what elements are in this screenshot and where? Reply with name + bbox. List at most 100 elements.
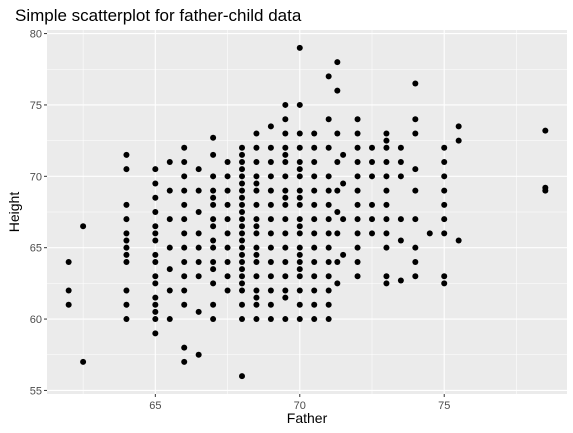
y-tick-label: 80 [30,29,42,41]
data-point [253,173,259,179]
data-point [340,180,346,186]
data-point [196,166,202,172]
data-point [542,188,548,194]
data-point [239,252,245,258]
data-point [181,188,187,194]
data-point [167,316,173,322]
data-point [167,216,173,222]
data-point [123,288,129,294]
data-point [152,295,158,301]
data-point [268,145,274,151]
data-point [311,145,317,151]
data-point [253,288,259,294]
data-point [441,273,447,279]
data-point [253,245,259,251]
data-point [334,259,340,265]
data-point [282,288,288,294]
data-point [369,202,375,208]
data-point [282,259,288,265]
data-point [326,73,332,79]
data-point [398,145,404,151]
data-point [181,216,187,222]
data-point [239,195,245,201]
data-point [334,88,340,94]
data-point [412,188,418,194]
data-point [268,202,274,208]
data-point [210,135,216,141]
data-point [152,238,158,244]
data-point [239,188,245,194]
data-point [123,238,129,244]
data-point [355,188,361,194]
data-point [369,216,375,222]
data-point [311,230,317,236]
data-point [225,188,231,194]
data-point [123,166,129,172]
data-point [239,152,245,158]
data-point [181,159,187,165]
data-point [239,216,245,222]
data-point [123,230,129,236]
data-point [311,259,317,265]
data-point [239,159,245,165]
data-point [167,266,173,272]
data-point [225,245,231,251]
data-point [311,288,317,294]
data-point [210,216,216,222]
chart-title: Simple scatterplot for father-child data [15,6,302,25]
data-point [383,216,389,222]
data-point [152,302,158,308]
data-point [239,316,245,322]
data-point [210,202,216,208]
data-point [398,278,404,284]
data-point [369,173,375,179]
data-point [355,202,361,208]
data-point [326,316,332,322]
data-point [383,145,389,151]
data-point [167,188,173,194]
y-axis: 55 60 65 70 75 80 [30,29,47,398]
data-point [239,180,245,186]
y-tick-label: 60 [30,314,42,326]
data-point [253,145,259,151]
data-point [326,288,332,294]
data-point [253,130,259,136]
data-point [297,173,303,179]
data-point [334,130,340,136]
data-point [181,173,187,179]
data-point [441,230,447,236]
data-point [268,123,274,129]
data-point [297,252,303,258]
data-point [123,302,129,308]
data-point [152,309,158,315]
data-point [253,188,259,194]
data-point [225,216,231,222]
data-point [412,273,418,279]
data-point [297,202,303,208]
data-point [225,273,231,279]
data-point [398,159,404,165]
data-point [239,302,245,308]
data-point [268,316,274,322]
data-point [268,259,274,265]
data-point [441,216,447,222]
data-point [181,345,187,351]
data-point [297,166,303,172]
data-point [456,238,462,244]
data-point [326,245,332,251]
data-point [123,202,129,208]
data-point [80,223,86,229]
data-point [334,59,340,65]
data-point [181,259,187,265]
data-point [282,202,288,208]
data-point [369,145,375,151]
data-point [210,302,216,308]
data-point [152,280,158,286]
data-point [210,280,216,286]
data-point [340,216,346,222]
data-point [412,166,418,172]
data-point [181,145,187,151]
data-point [456,123,462,129]
data-point [239,209,245,215]
